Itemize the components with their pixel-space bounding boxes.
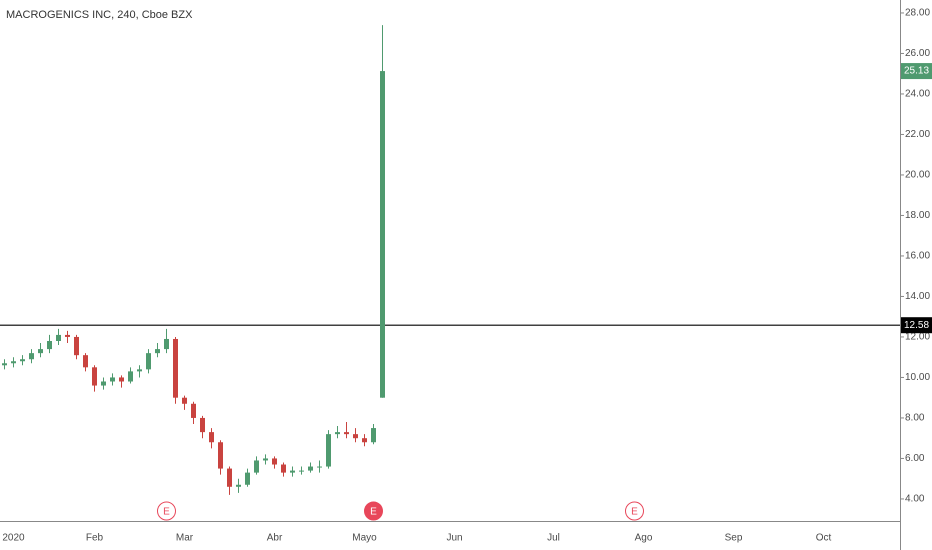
y-tick-label: 24.00	[905, 89, 930, 100]
candle-body	[191, 403, 196, 418]
candle-body	[92, 367, 97, 386]
earnings-marker	[157, 501, 176, 521]
candle-body	[2, 363, 7, 366]
y-tick-label: 22.00	[905, 129, 930, 140]
candle-body	[83, 355, 88, 368]
candle-body	[263, 458, 268, 461]
candle-body	[56, 334, 61, 341]
candle-body	[236, 484, 241, 487]
y-tick-label: 26.00	[905, 48, 930, 59]
y-tick-label: 28.00	[905, 8, 930, 19]
candle-body	[227, 468, 232, 487]
candle-body	[110, 377, 115, 382]
candle-body	[326, 434, 331, 467]
candle-body	[245, 472, 250, 485]
candle-body	[101, 381, 106, 386]
candle-body	[254, 460, 259, 473]
candle-body	[38, 349, 43, 354]
earnings-label: E	[163, 507, 170, 518]
candle-body	[29, 353, 34, 360]
x-tick-label: Sep	[725, 533, 743, 544]
candle-body	[371, 428, 376, 443]
candle-body	[74, 336, 79, 356]
y-tick-label: 20.00	[905, 170, 930, 181]
y-tick-label: 6.00	[905, 453, 925, 464]
candle-body	[182, 397, 187, 404]
candle-body	[11, 361, 16, 364]
x-tick-label: Oct	[816, 533, 832, 544]
candle-body	[173, 338, 178, 398]
candle-body	[272, 458, 277, 465]
candle-body	[344, 432, 349, 435]
candle-body	[146, 353, 151, 370]
candle-body	[128, 371, 133, 382]
x-tick-label: Jul	[547, 533, 560, 544]
candle-body	[299, 470, 304, 472]
x-tick-label: Feb	[86, 533, 104, 544]
candle-body	[47, 340, 52, 350]
x-tick-label: Mar	[176, 533, 194, 544]
candle-body	[209, 432, 214, 443]
candle-body	[65, 334, 70, 337]
last-price-box	[901, 63, 932, 80]
y-tick-label: 14.00	[905, 291, 930, 302]
y-tick-label: 12.00	[905, 332, 930, 343]
candle-body	[290, 470, 295, 473]
x-tick-label: 2020	[2, 533, 25, 544]
candle-body	[380, 71, 385, 398]
earnings-marker	[625, 501, 644, 521]
x-tick-label: Mayo	[352, 533, 377, 544]
y-tick-label: 18.00	[905, 210, 930, 221]
candle-body	[164, 338, 169, 350]
earnings-label: E	[370, 507, 377, 518]
earnings-marker	[364, 501, 383, 521]
y-tick-label: 10.00	[905, 372, 930, 383]
x-tick-label: Ago	[635, 533, 653, 544]
candle-body	[20, 359, 25, 362]
y-tick-label: 4.00	[905, 494, 925, 505]
candle-body	[218, 442, 223, 469]
horizontal-line-label-box	[901, 317, 932, 334]
candle-body	[362, 438, 367, 443]
y-tick-label: 8.00	[905, 413, 925, 424]
x-tick-label: Jun	[446, 533, 462, 544]
candle-body	[317, 466, 322, 468]
horizontal-line-label: 12.58	[904, 320, 929, 331]
x-tick-label: Abr	[267, 533, 283, 544]
last-price-label: 25.13	[904, 66, 929, 77]
candle-body	[200, 417, 205, 433]
chart-title: MACROGENICS INC, 240, Cboe BZX	[6, 9, 193, 21]
y-tick-label: 16.00	[905, 251, 930, 262]
earnings-label: E	[631, 507, 638, 518]
candle-body	[155, 349, 160, 354]
candle-body	[308, 466, 313, 471]
candle-body	[353, 434, 358, 439]
candle-body	[335, 432, 340, 435]
candle-body	[119, 377, 124, 382]
candle-body	[137, 369, 142, 372]
candle-body	[281, 464, 286, 473]
